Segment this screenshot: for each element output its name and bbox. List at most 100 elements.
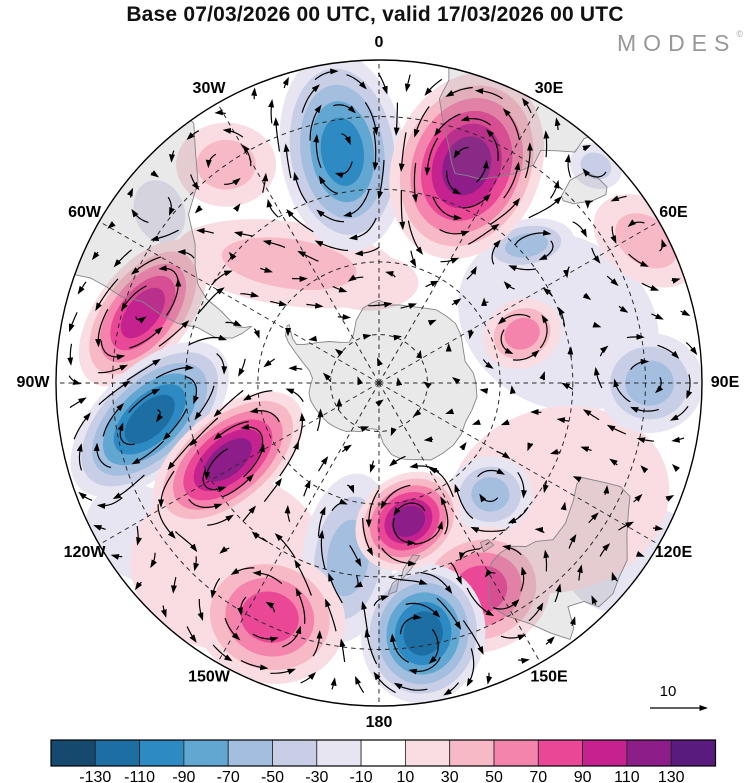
wind-arrow [496,450,511,460]
wind-arrow [491,239,501,265]
wind-arrow [520,566,527,592]
wind-arrow [582,292,592,301]
colorbar-tick-label: 30 [441,769,459,783]
colorbar-cell [272,739,318,767]
wind-arrow [332,285,348,293]
wind-arrow [69,397,87,409]
wind-arrow [468,223,500,245]
wind-arrow [282,76,289,89]
colorbar-tick-label: 130 [658,769,685,783]
wind-arrow [564,153,572,178]
vector-reference: 10 [650,683,708,711]
wind-arrow [599,345,609,357]
wind-arrow [238,358,246,377]
wind-arrow [318,175,338,195]
wind-arrow [405,602,441,618]
wind-arrow [591,247,601,264]
wind-arrow [316,408,324,432]
wind-arrow [313,133,322,168]
wind-arrow [266,198,279,218]
wind-arrow [150,229,179,242]
wind-arrow [197,287,225,315]
wind-arrow [316,209,345,223]
wind-arrow [399,614,422,635]
wind-arrow [228,251,237,261]
meridian-line [378,382,659,545]
wind-arrow [202,469,227,493]
wind-arrow [567,346,574,358]
wind-arrow [593,366,603,389]
wind-arrow [193,556,200,572]
wind-arrow [413,106,430,138]
colorbar-cell [493,739,539,767]
wind-arrow [500,419,510,426]
wind-arrow [500,634,527,641]
wind-arrow [126,358,161,381]
wind-arrow [543,549,550,572]
wind-arrow [640,465,649,474]
wind-arrow [194,205,203,214]
wind-arrow [96,497,123,509]
wind-arrow [582,409,600,421]
wind-arrow [355,675,365,693]
colorbar-cell [404,739,451,767]
wind-arrow [219,546,230,554]
wind-arrow [497,313,531,325]
wind-arrow [349,545,362,567]
wind-arrow [354,246,380,257]
wind-arrow [613,378,631,403]
wind-arrow [273,117,281,152]
wind-arrow [400,303,418,309]
colorbar-tick-label: 50 [485,769,503,783]
meridian-line [99,382,380,545]
colorbar-tick-label: -90 [172,769,195,783]
wind-arrow [377,72,388,95]
meridian-line [99,221,380,384]
longitude-label: 150W [188,669,231,686]
colorbar-cell [449,739,495,767]
wind-arrow [440,257,460,264]
wind-arrow [160,605,167,618]
wind-arrow [212,644,233,662]
wind-arrow [453,146,469,159]
wind-arrow [150,552,157,569]
wind-arrow [503,161,521,199]
wind-arrow [213,420,249,441]
wind-arrow [263,477,283,503]
longitude-label: 0 [375,34,384,51]
wind-arrow [385,270,396,278]
wind-arrow [424,137,439,176]
wind-arrow [524,142,534,179]
wind-arrow [177,249,195,259]
wind-arrow [314,68,339,81]
wind-arrow [93,525,106,531]
meridian-line [378,221,659,384]
wind-arrow [157,504,176,539]
wind-arrow [282,625,302,648]
wind-arrow [434,113,461,137]
wind-arrow [253,328,260,339]
wind-arrow [446,170,462,195]
colorbar-cell [316,739,362,767]
wind-arrow [317,456,329,472]
wind-arrow [107,221,116,229]
latitude-circle [184,188,574,578]
wind-arrow [347,484,355,494]
wind-arrow [196,227,214,234]
wind-arrow [129,326,163,349]
wind-arrow [474,88,503,100]
wind-arrow [126,187,134,198]
colorbar: -130 -110 -90 -70 -50 -30 -10 10 30 50 70 90 110 130 [50,739,717,783]
wind-arrow [606,424,627,435]
wind-arrow [347,274,364,282]
wind-arrow [205,153,217,169]
colorbar-cell [50,739,96,767]
wind-arrow [538,240,554,261]
wind-arrow [542,480,549,494]
wind-arrow [588,512,599,524]
wind-arrow [262,172,269,193]
wind-arrow [425,280,440,288]
colorbar-cell [626,739,672,767]
